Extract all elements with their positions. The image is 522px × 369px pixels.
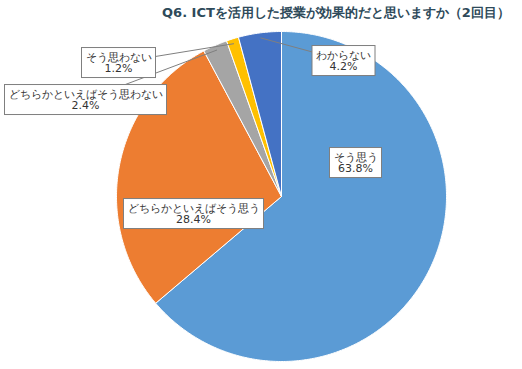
- svg-text:そう思う63.8%: そう思う63.8%: [334, 151, 378, 175]
- svg-text:そう思わない1.2%: そう思わない1.2%: [86, 51, 152, 75]
- svg-text:どちらかといえばそう思う28.4%: どちらかといえばそう思う28.4%: [128, 202, 260, 226]
- html-text:Q6. ICTを活用した授業が効果的だと思いますか（2回目）: Q6. ICTを活用した授業が効果的だと思いますか（2回目）: [162, 5, 510, 20]
- svg-text:どちらかといえばそう思わない2.4%: どちらかといえばそう思わない2.4%: [9, 88, 163, 112]
- svg-text:わからない4.2%: わからない4.2%: [316, 49, 371, 73]
